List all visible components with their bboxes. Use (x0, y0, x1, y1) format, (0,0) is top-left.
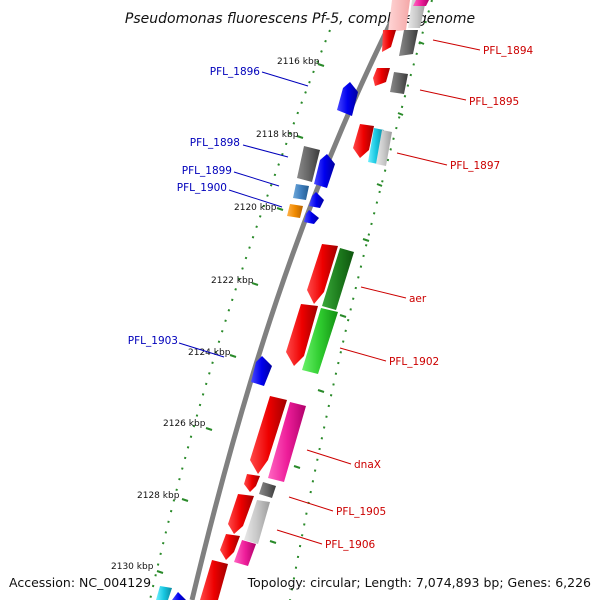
gene-feature-pink[interactable] (413, 0, 429, 6)
forward-strand-features (200, 0, 429, 600)
gene-feature-gray[interactable] (390, 72, 408, 94)
genome-summary-text: Topology: circular; Length: 7,074,893 bp… (247, 575, 591, 590)
gene-feature-green[interactable] (302, 308, 338, 374)
map-title: Pseudomonas fluorescens Pf-5, complete g… (125, 11, 475, 27)
gene-feature-blue[interactable] (172, 592, 186, 600)
gene-feature-gray[interactable] (259, 482, 276, 498)
label-leaders (178, 39, 481, 545)
leader-line (306, 449, 352, 465)
leader-line (339, 347, 387, 362)
tick-label: 2116 kbp (277, 57, 320, 67)
gene-label-pfl-1895[interactable]: PFL_1895 (469, 96, 519, 108)
tick-label: 2126 kbp (163, 419, 206, 429)
gene-feature-blue[interactable] (337, 82, 358, 116)
gene-label-pfl-1896[interactable]: PFL_1896 (210, 66, 261, 78)
tick-mark (229, 354, 237, 358)
leader-line (178, 342, 225, 358)
leader-line (242, 144, 289, 158)
gene-feature-steel-blue[interactable] (293, 184, 309, 200)
gene-feature-red[interactable] (286, 304, 318, 366)
leader-line (261, 71, 309, 87)
gene-feature-light-pink[interactable] (388, 0, 410, 32)
reverse-strand-features (156, 82, 358, 600)
gene-label-pfl-1898[interactable]: PFL_1898 (190, 137, 240, 149)
tick-mark (296, 135, 304, 139)
gene-feature-blue[interactable] (314, 154, 335, 188)
gene-label-dnax[interactable]: dnaX (354, 459, 381, 471)
tick-mark (317, 389, 325, 393)
tick-mark (205, 427, 213, 431)
inner-ring-ticks (269, 41, 425, 544)
gene-feature-red[interactable] (353, 124, 374, 158)
gene-feature-light-gray[interactable] (244, 500, 270, 544)
tick-mark (339, 314, 347, 318)
gene-feature-cyan[interactable] (368, 128, 384, 164)
gene-label-pfl-1900[interactable]: PFL_1900 (177, 182, 227, 194)
gene-feature-red[interactable] (200, 560, 228, 600)
gene-feature-pink[interactable] (234, 540, 256, 566)
tick-mark (418, 41, 425, 45)
gene-feature-blue[interactable] (309, 192, 324, 208)
tick-label: 2124 kbp (188, 348, 231, 358)
tick-mark (276, 207, 284, 211)
tick-mark (251, 282, 259, 286)
gene-label-pfl-1905[interactable]: PFL_1905 (336, 506, 386, 518)
gene-label-pfl-1906[interactable]: PFL_1906 (325, 539, 376, 551)
tick-mark (181, 498, 189, 502)
gene-label-pfl-1899[interactable]: PFL_1899 (182, 165, 232, 177)
leader-line (396, 152, 448, 166)
gene-label-pfl-1903[interactable]: PFL_1903 (128, 335, 178, 347)
gene-feature-light-gray[interactable] (376, 130, 392, 166)
gene-feature-red[interactable] (382, 30, 396, 52)
gene-feature-red[interactable] (228, 494, 254, 534)
tick-mark (269, 540, 277, 544)
gene-label-pfl-1897[interactable]: PFL_1897 (450, 160, 500, 172)
gene-feature-red[interactable] (250, 396, 287, 474)
leader-line (288, 496, 334, 512)
leader-line (233, 171, 280, 187)
gene-label-pfl-1894[interactable]: PFL_1894 (483, 45, 534, 57)
leader-line (360, 286, 407, 299)
gene-label-aer[interactable]: aer (409, 293, 427, 305)
leader-line (228, 189, 283, 208)
tick-mark (317, 63, 325, 67)
genome-backbone (189, 0, 405, 600)
tick-label: 2118 kbp (256, 130, 299, 140)
kbp-scale: 2116 kbp 2118 kbp 2120 kbp 2122 kbp 2124… (111, 57, 325, 574)
gene-feature-red[interactable] (373, 68, 390, 86)
gene-feature-pink[interactable] (268, 402, 306, 482)
tick-mark (397, 112, 404, 116)
leader-line (419, 89, 467, 101)
leader-line (276, 529, 323, 545)
tick-label: 2130 kbp (111, 562, 154, 572)
gene-feature-cyan[interactable] (156, 586, 172, 600)
gene-feature-red[interactable] (220, 534, 240, 560)
tick-label: 2128 kbp (137, 491, 180, 501)
tick-mark (156, 570, 164, 574)
gene-label-pfl-1902[interactable]: PFL_1902 (389, 356, 439, 368)
gene-feature-blue[interactable] (251, 356, 272, 386)
gene-feature-red[interactable] (244, 474, 260, 492)
gene-feature-dark-green[interactable] (322, 248, 354, 310)
gene-labels: PFL_1894 PFL_1895 PFL_1897 aer PFL_1902 … (128, 45, 534, 551)
tick-ring-outer (149, 29, 331, 600)
tick-label: 2122 kbp (211, 276, 254, 286)
tick-mark (293, 465, 301, 469)
leader-line (432, 39, 481, 51)
tick-label: 2120 kbp (234, 203, 277, 213)
gene-feature-orange[interactable] (287, 204, 303, 218)
tick-mark (376, 183, 383, 187)
gene-feature-gray[interactable] (297, 146, 320, 182)
gene-feature-light-gray[interactable] (408, 0, 426, 28)
gene-feature-blue[interactable] (304, 210, 319, 224)
accession-text: Accession: NC_004129 (9, 575, 151, 590)
gene-feature-gray[interactable] (399, 30, 418, 56)
gene-feature-red[interactable] (307, 244, 338, 304)
tick-mark (362, 238, 370, 242)
